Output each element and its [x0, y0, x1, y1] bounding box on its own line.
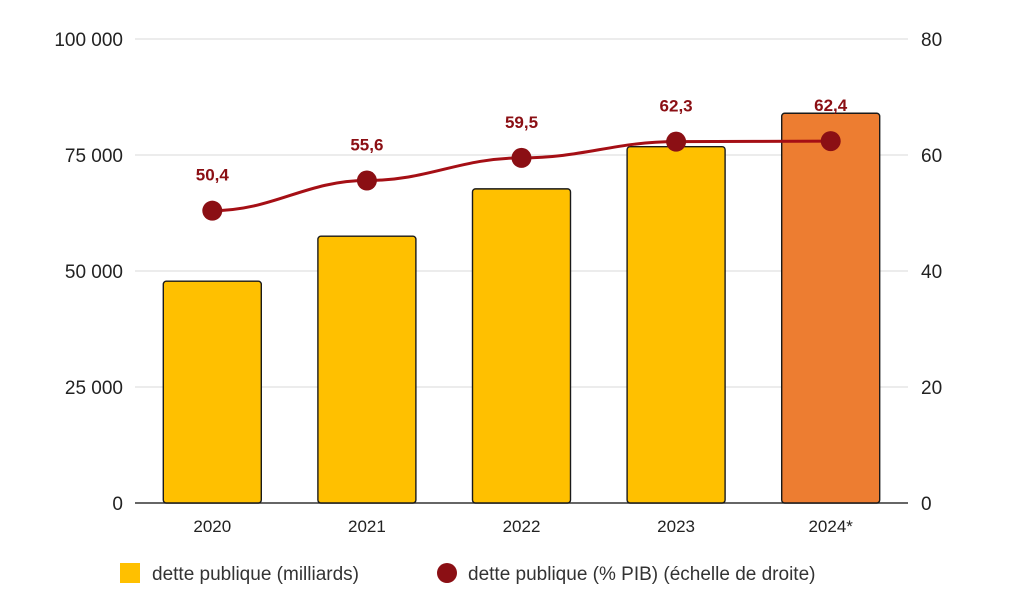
right-tick-label: 40: [921, 262, 942, 283]
pct-gdp-data-label: 50,4: [196, 166, 230, 185]
bar: [317, 235, 417, 504]
right-tick-label: 60: [921, 146, 942, 167]
left-tick-label: 75 000: [65, 146, 123, 167]
pct-gdp-data-label: 55,6: [350, 136, 383, 155]
legend-line-marker: [437, 563, 457, 583]
left-tick-label: 0: [112, 494, 123, 515]
right-tick-label: 0: [921, 494, 932, 515]
pct-gdp-data-label: 62,3: [660, 97, 693, 116]
pct-gdp-data-label: 59,5: [505, 113, 538, 132]
pct-gdp-point: [820, 131, 841, 152]
left-axis: 0 25 000 50 000 75 000 100 000: [54, 30, 123, 515]
data-labels: 50,4 55,6 59,5 62,3 62,4: [196, 96, 848, 185]
category-label: 2021: [348, 517, 386, 536]
category-label: 2022: [503, 517, 541, 536]
pct-gdp-point: [511, 147, 532, 168]
left-tick-label: 50 000: [65, 262, 123, 283]
bar: [781, 112, 881, 504]
category-label: 2020: [193, 517, 231, 536]
bar: [471, 188, 572, 504]
line-series: [202, 131, 841, 221]
legend-line-label: dette publique (% PIB) (échelle de droit…: [468, 564, 815, 585]
right-tick-label: 80: [921, 30, 942, 51]
pct-gdp-point: [202, 200, 223, 221]
left-tick-label: 25 000: [65, 378, 123, 399]
legend: dette publique (milliards) dette publiqu…: [120, 563, 815, 585]
legend-bar-label: dette publique (milliards): [152, 564, 359, 585]
category-label: 2024*: [808, 517, 853, 536]
right-axis: 0 20 40 60 80: [921, 30, 942, 515]
left-tick-label: 100 000: [54, 30, 123, 51]
bar: [162, 280, 263, 504]
pct-gdp-point: [356, 170, 377, 191]
pct-gdp-point: [666, 131, 687, 152]
bar-series: [162, 112, 881, 504]
bar: [626, 145, 726, 504]
category-label: 2023: [657, 517, 695, 536]
x-axis: 2020 2021 2022 2023 2024*: [193, 517, 853, 536]
pct-gdp-data-label: 62,4: [814, 96, 848, 115]
right-tick-label: 20: [921, 378, 942, 399]
legend-bar-swatch: [120, 563, 140, 583]
